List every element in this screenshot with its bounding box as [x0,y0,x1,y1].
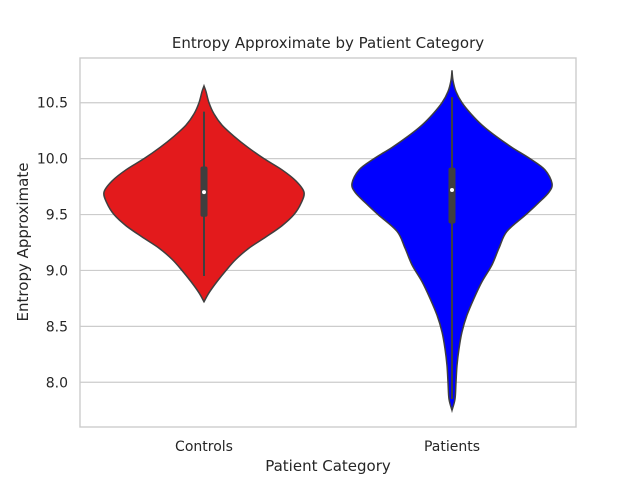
violins [103,70,553,414]
y-tick-labels: 8.0 8.5 9.0 9.5 10.0 10.5 [37,96,68,392]
plot-frame [79,57,577,428]
y-axis-label: Entropy Approximate [14,163,32,322]
violin-median [202,190,206,195]
y-tick-label: 8.5 [46,319,68,335]
chart-title: Entropy Approximate by Patient Category [172,34,484,52]
x-tick-labels: Controls Patients [175,439,480,455]
violin-iqr-box [448,167,456,224]
y-tick-label: 10.5 [37,96,68,112]
x-tick-label: Patients [424,439,480,455]
violin-median [450,187,454,192]
y-tick-label: 8.0 [46,375,68,391]
x-tick-label: Controls [175,439,233,455]
x-axis-label: Patient Category [265,457,391,475]
y-tick-label: 9.0 [46,263,68,279]
y-tick-label: 10.0 [37,152,68,168]
y-tick-label: 9.5 [46,208,68,224]
